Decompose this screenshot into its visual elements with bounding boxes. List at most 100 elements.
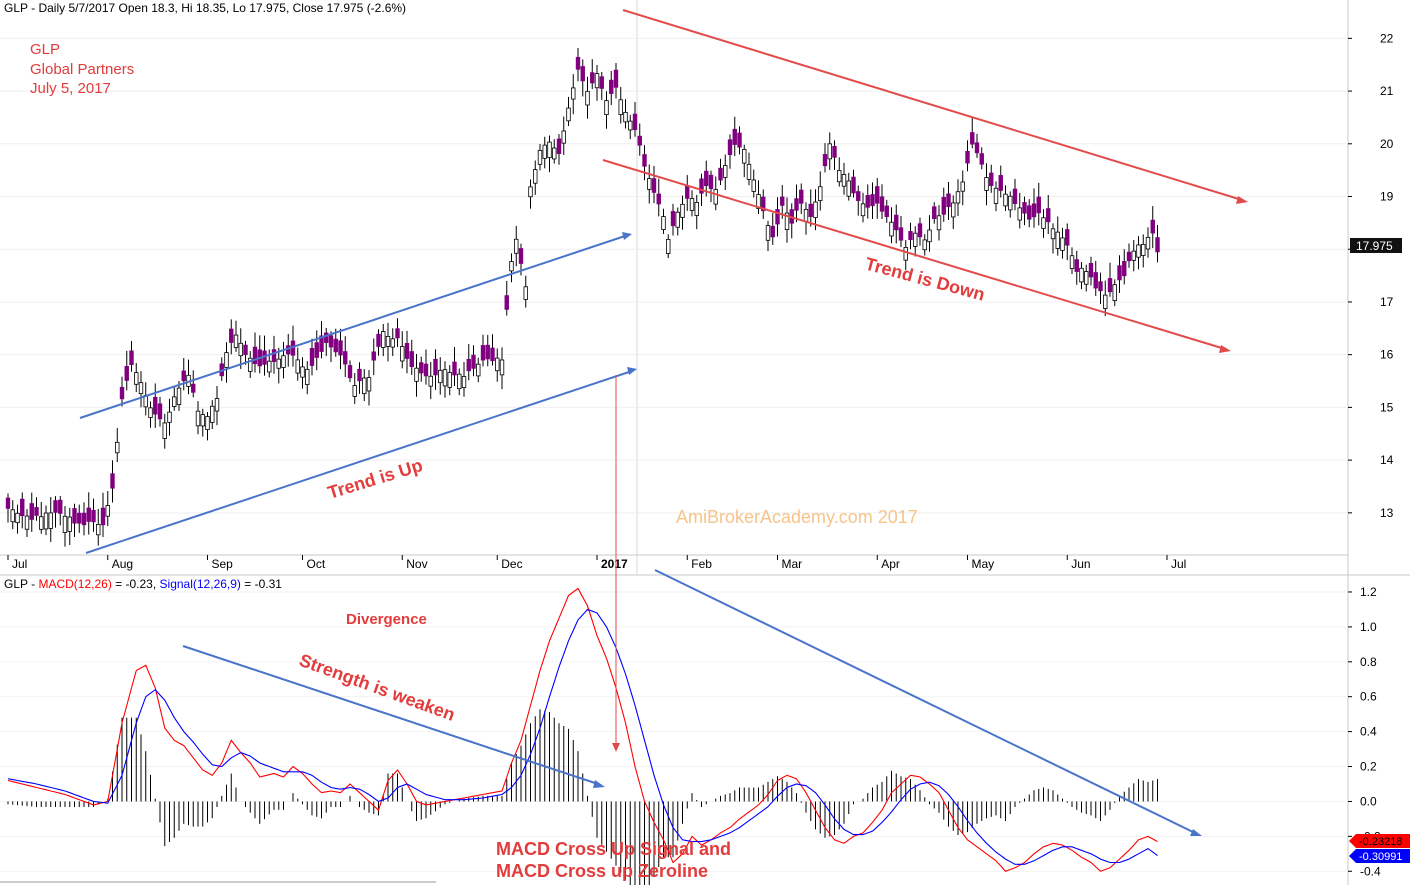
candle xyxy=(134,363,139,392)
candle xyxy=(908,222,913,250)
date-x-axis: Jul Aug Sep Oct Nov Dec 2017 Feb Mar Apr May Jun Jul xyxy=(7,555,1186,571)
candle xyxy=(366,369,372,406)
candle xyxy=(979,147,984,170)
candle xyxy=(585,76,590,119)
candle xyxy=(490,334,495,366)
candle xyxy=(1093,260,1098,297)
candle xyxy=(556,134,562,165)
candle xyxy=(39,502,44,534)
watermark-text: AmiBrokerAcademy.com 2017 xyxy=(676,507,918,527)
candle xyxy=(723,154,728,191)
candle xyxy=(229,319,234,355)
candle xyxy=(936,205,942,241)
candle xyxy=(338,328,343,370)
candle xyxy=(808,189,813,227)
candle xyxy=(466,344,471,381)
signal-value-text: -0.30991 xyxy=(1359,851,1402,863)
downtrend-channel xyxy=(602,9,1248,353)
candle xyxy=(884,199,889,223)
date-tick-label: Apr xyxy=(881,557,900,571)
macd-downtrend-line xyxy=(654,569,1202,836)
signal-title-value: = -0.31 xyxy=(241,577,282,591)
candle xyxy=(172,385,177,411)
candle xyxy=(675,207,680,236)
candle xyxy=(818,171,823,211)
candle xyxy=(618,86,623,124)
candle xyxy=(1150,206,1155,249)
candle xyxy=(257,335,262,374)
date-tick-label: Mar xyxy=(782,557,803,571)
date-tick-label: Oct xyxy=(307,557,326,571)
macd-title-label: MACD(12,26) xyxy=(38,577,111,591)
macd-tick-label: 1.0 xyxy=(1360,620,1377,634)
candle xyxy=(100,492,106,538)
candle xyxy=(324,327,329,357)
candle xyxy=(10,500,15,530)
candle xyxy=(1041,209,1046,238)
candle xyxy=(138,371,144,408)
candle xyxy=(110,460,115,503)
macd-tick-label: 0.2 xyxy=(1360,760,1377,774)
price-tick-label: 21 xyxy=(1380,84,1394,98)
candle xyxy=(727,134,733,169)
candle xyxy=(77,504,82,533)
candle xyxy=(932,202,937,224)
candle xyxy=(1155,225,1160,263)
candle xyxy=(300,357,305,389)
candle xyxy=(504,280,509,316)
candle xyxy=(1131,240,1136,272)
candle xyxy=(309,338,315,376)
candle xyxy=(1017,192,1022,229)
candle xyxy=(533,160,538,195)
candle xyxy=(642,145,647,181)
candle xyxy=(357,362,362,394)
candle xyxy=(176,381,182,411)
candle xyxy=(1074,250,1079,285)
candle xyxy=(1141,234,1146,268)
candle xyxy=(765,220,771,252)
candle xyxy=(1103,280,1108,317)
candle xyxy=(913,226,918,257)
uptrend-lower-line xyxy=(85,370,633,554)
candle xyxy=(328,331,334,362)
candle xyxy=(1003,185,1008,211)
candle xyxy=(248,351,253,378)
candle xyxy=(15,504,20,534)
candle xyxy=(566,96,571,127)
downtrend-upper-arrowhead xyxy=(1236,196,1248,204)
candle xyxy=(528,179,533,209)
candle xyxy=(148,401,153,428)
candle xyxy=(1098,272,1103,304)
candle xyxy=(186,359,191,395)
candle xyxy=(210,400,215,430)
candle xyxy=(286,333,291,367)
candle xyxy=(67,507,72,546)
macd-tick-label: -0.4 xyxy=(1360,864,1381,878)
candle xyxy=(153,383,158,428)
downtrend-lower-arrowhead xyxy=(1219,345,1231,353)
candle xyxy=(96,509,101,546)
date-tick-label: Jul xyxy=(12,557,27,571)
candle xyxy=(362,369,367,402)
candle xyxy=(1060,227,1065,259)
candle xyxy=(461,362,467,397)
candle xyxy=(689,190,695,217)
candle xyxy=(628,114,633,140)
candle xyxy=(347,360,353,383)
candle xyxy=(72,503,77,537)
candle xyxy=(903,239,908,270)
candle xyxy=(637,123,642,156)
candle xyxy=(385,322,391,362)
candle xyxy=(224,342,229,383)
candle xyxy=(889,207,894,244)
candle xyxy=(1065,223,1070,261)
candle xyxy=(827,132,832,170)
candle xyxy=(447,365,452,396)
price-tick-label: 14 xyxy=(1380,453,1394,467)
candle xyxy=(666,234,671,259)
candle xyxy=(1122,249,1127,285)
candle xyxy=(1046,195,1051,235)
trend-down-label: Trend is Down xyxy=(863,254,987,305)
price-gridlines xyxy=(0,37,1348,514)
candle xyxy=(898,216,904,248)
